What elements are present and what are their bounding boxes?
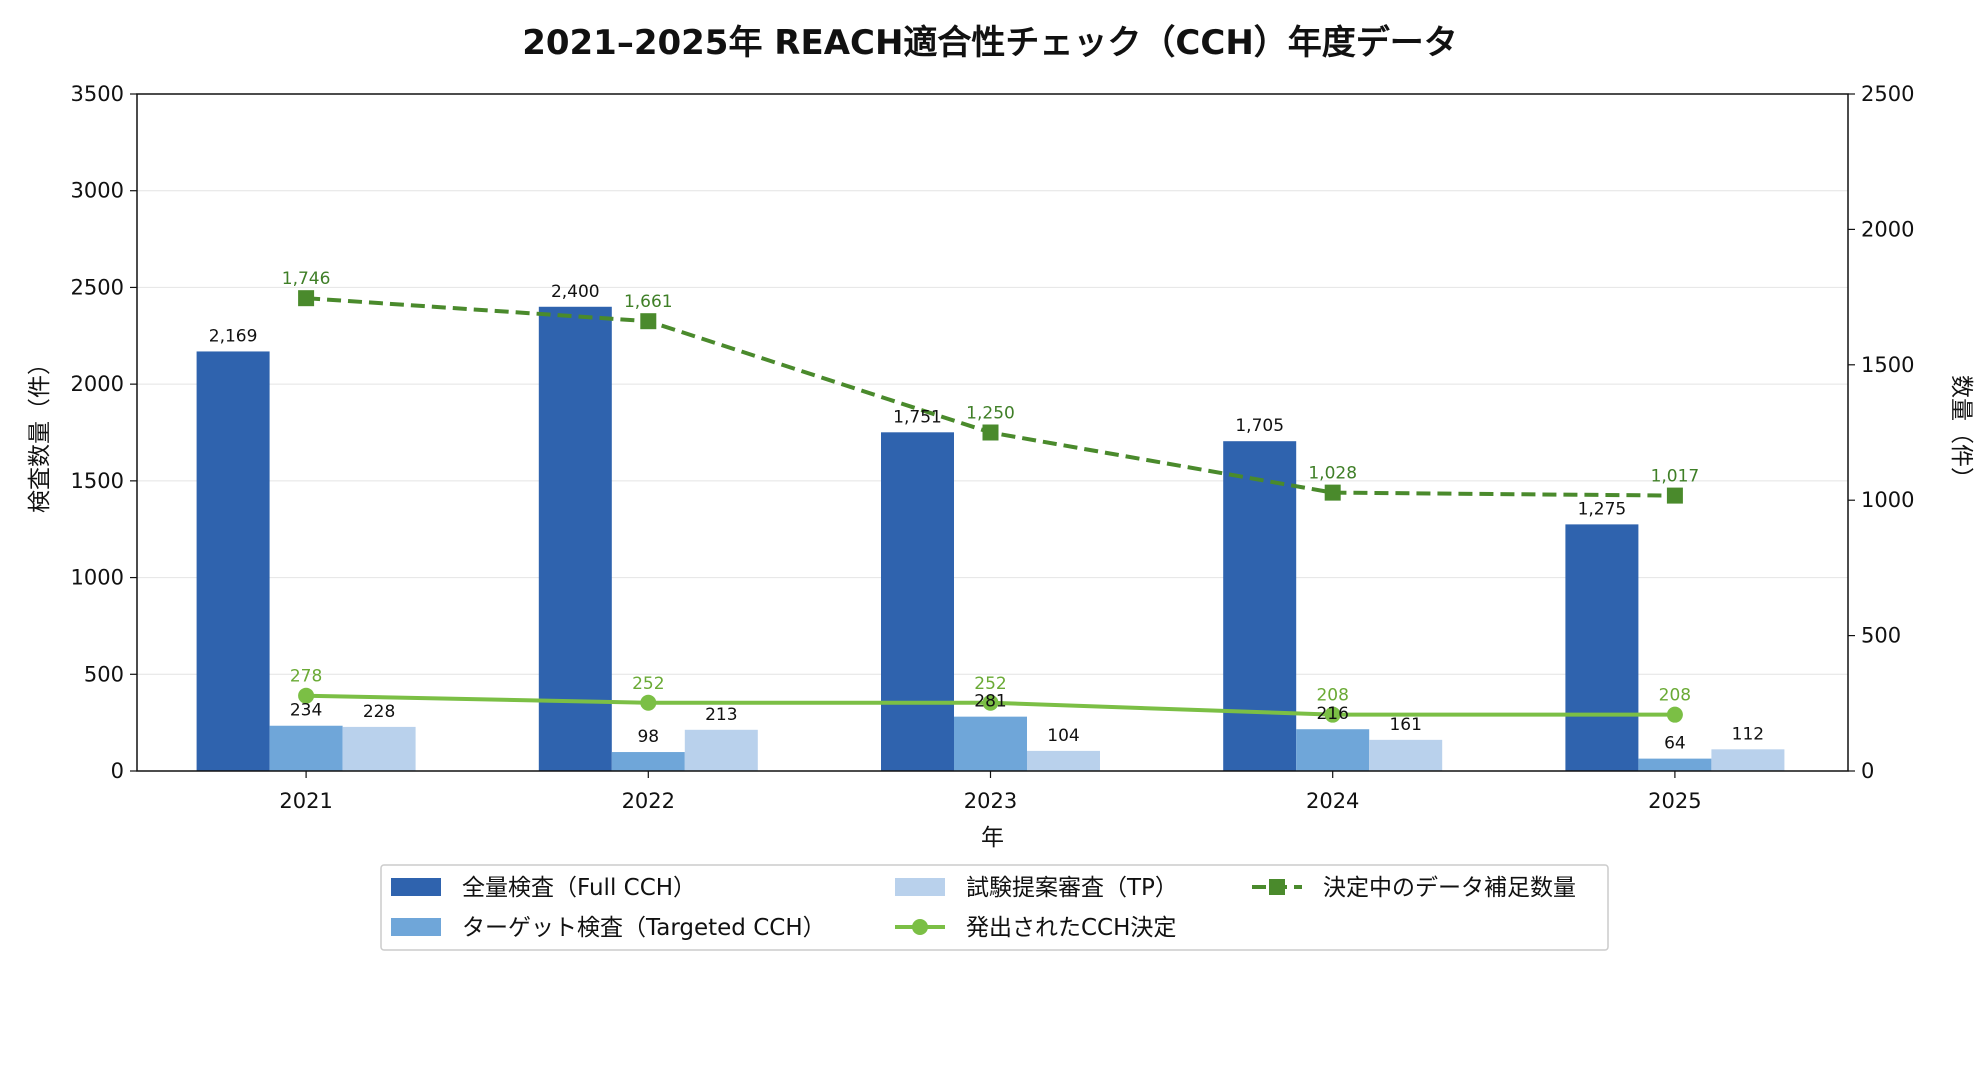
bar-value-label: 104 — [1047, 726, 1079, 746]
line-marker — [298, 687, 315, 704]
x-axis-label: 年 — [981, 825, 1004, 851]
line-value-label: 278 — [290, 667, 322, 687]
legend-label: 決定中のデータ補足数量 — [1323, 875, 1576, 901]
line-value-label: 1,017 — [1651, 467, 1700, 487]
x-tick-label: 2024 — [1306, 789, 1359, 813]
bar-value-label: 234 — [290, 701, 322, 721]
bar-value-label: 64 — [1664, 734, 1686, 754]
legend-label: ターゲット検査（Targeted CCH） — [462, 915, 826, 941]
bar — [269, 725, 343, 771]
lines-layer — [298, 290, 1683, 723]
y-tick-label: 1000 — [71, 566, 124, 590]
legend-swatch — [895, 878, 945, 896]
line-marker — [982, 424, 999, 441]
axes-layer: 0 500 1000 1500 2000 2500 3000 3500 0 500 1000 1500… — [71, 82, 1915, 813]
chart-title: 2021–2025年 REACH適合性チェック（CCH）年度データ — [522, 23, 1458, 63]
y-tick-label: 0 — [111, 759, 124, 783]
bar-value-label: 161 — [1389, 715, 1421, 735]
legend-marker — [912, 919, 928, 935]
bar — [342, 726, 416, 771]
y-right-tick-label: 0 — [1861, 759, 1874, 783]
y-axis-label: 検査数量（件） — [27, 352, 53, 513]
bar — [1296, 729, 1370, 771]
bar — [1565, 524, 1639, 771]
bar-value-label: 112 — [1732, 724, 1764, 744]
y-right-tick-label: 1500 — [1861, 353, 1914, 377]
y-tick-label: 2500 — [71, 275, 124, 299]
line-marker — [1666, 706, 1683, 723]
bar-value-label: 2,169 — [209, 326, 258, 346]
y-right-tick-label: 1000 — [1861, 488, 1914, 512]
legend-swatch — [391, 878, 441, 896]
x-tick-label: 2025 — [1648, 789, 1701, 813]
y-right-tick-label: 2500 — [1861, 82, 1914, 106]
y-tick-label: 3000 — [71, 179, 124, 203]
y-tick-label: 1500 — [71, 469, 124, 493]
line-value-label: 208 — [1316, 686, 1348, 706]
line-marker — [298, 290, 315, 307]
line-marker — [1666, 487, 1683, 504]
bar-value-label: 2,400 — [551, 282, 600, 302]
y-tick-label: 500 — [84, 662, 124, 686]
line-marker — [982, 694, 999, 711]
bar — [1638, 758, 1712, 771]
bar — [1223, 441, 1297, 771]
bar-value-label: 1,275 — [1578, 499, 1627, 519]
line-marker — [1324, 706, 1341, 723]
y-right-tick-label: 2000 — [1861, 217, 1914, 241]
x-tick-label: 2021 — [279, 789, 332, 813]
bar — [684, 729, 758, 771]
legend-swatch — [391, 918, 441, 936]
plot-frame — [136, 93, 1849, 772]
legend: 全量検査（Full CCH） ターゲット検査（Targeted CCH） 試験提案審… — [380, 864, 1609, 951]
x-tick-label: 2022 — [622, 789, 675, 813]
bar-value-label: 228 — [363, 702, 395, 722]
line-marker — [640, 313, 657, 330]
bar — [1711, 749, 1785, 771]
bar-value-label: 216 — [1316, 704, 1348, 724]
line-value-label: 252 — [632, 674, 664, 694]
y-right-tick-label: 500 — [1861, 624, 1901, 648]
y-tick-label: 3500 — [71, 82, 124, 106]
bar-value-label: 1,751 — [893, 407, 942, 427]
labels-layer: 2,169 2,400 1,751 1,705 1,275 234 98 281 216 64 22… — [209, 269, 1764, 753]
x-tick-label: 2023 — [964, 789, 1017, 813]
bar — [1027, 750, 1100, 771]
line-marker — [1324, 484, 1341, 501]
bar-value-label: 1,705 — [1235, 416, 1284, 436]
bar — [196, 351, 270, 771]
line-marker — [640, 694, 657, 711]
legend-label: 発出されたCCH決定 — [966, 915, 1176, 941]
line-value-label: 252 — [974, 674, 1006, 694]
line-value-label: 208 — [1659, 686, 1691, 706]
bar-value-label: 213 — [705, 705, 737, 725]
line-value-label: 1,661 — [624, 292, 673, 312]
bar-value-label: 281 — [974, 692, 1006, 712]
series-line — [305, 296, 1675, 498]
bar — [538, 306, 612, 771]
line-value-label: 1,028 — [1308, 464, 1357, 484]
legend-marker — [1269, 879, 1285, 895]
line-value-label: 1,746 — [282, 269, 331, 289]
bar — [954, 716, 1027, 771]
legend-label: 試験提案審査（TP） — [966, 875, 1178, 901]
bar-value-label: 98 — [637, 727, 659, 747]
y-tick-label: 2000 — [71, 372, 124, 396]
bar — [881, 432, 954, 771]
bar — [1369, 739, 1443, 771]
bars-layer — [196, 306, 1785, 771]
bar — [611, 752, 685, 771]
y-axis-label-right: 数量（件） — [1948, 375, 1974, 490]
legend-label: 全量検査（Full CCH） — [462, 875, 696, 901]
line-value-label: 1,250 — [966, 404, 1015, 424]
